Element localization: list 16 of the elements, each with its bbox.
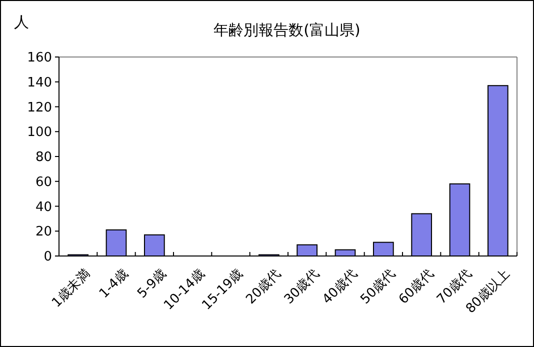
x-tick-label: 1歳未満 [49, 266, 94, 311]
y-tick-label: 140 [27, 75, 52, 90]
y-tick-label: 120 [27, 100, 52, 116]
y-tick-label: 0 [44, 250, 52, 265]
y-axis-title: 人 [14, 13, 29, 31]
x-tick-label: 1-4歳 [96, 266, 132, 302]
x-tick-label: 20歳代 [243, 266, 284, 308]
y-tick-label: 20 [35, 224, 52, 240]
chart-title: 年齢別報告数(富山県) [214, 21, 360, 39]
x-tick-label: 30歳代 [282, 266, 322, 308]
x-tick-label: 60歳代 [396, 266, 437, 308]
y-tick-label: 80 [35, 150, 52, 166]
y-tick-label: 100 [27, 125, 52, 140]
y-tick-label: 60 [35, 174, 52, 190]
y-tick-label: 160 [27, 50, 52, 66]
y-tick-label: 40 [35, 200, 52, 215]
